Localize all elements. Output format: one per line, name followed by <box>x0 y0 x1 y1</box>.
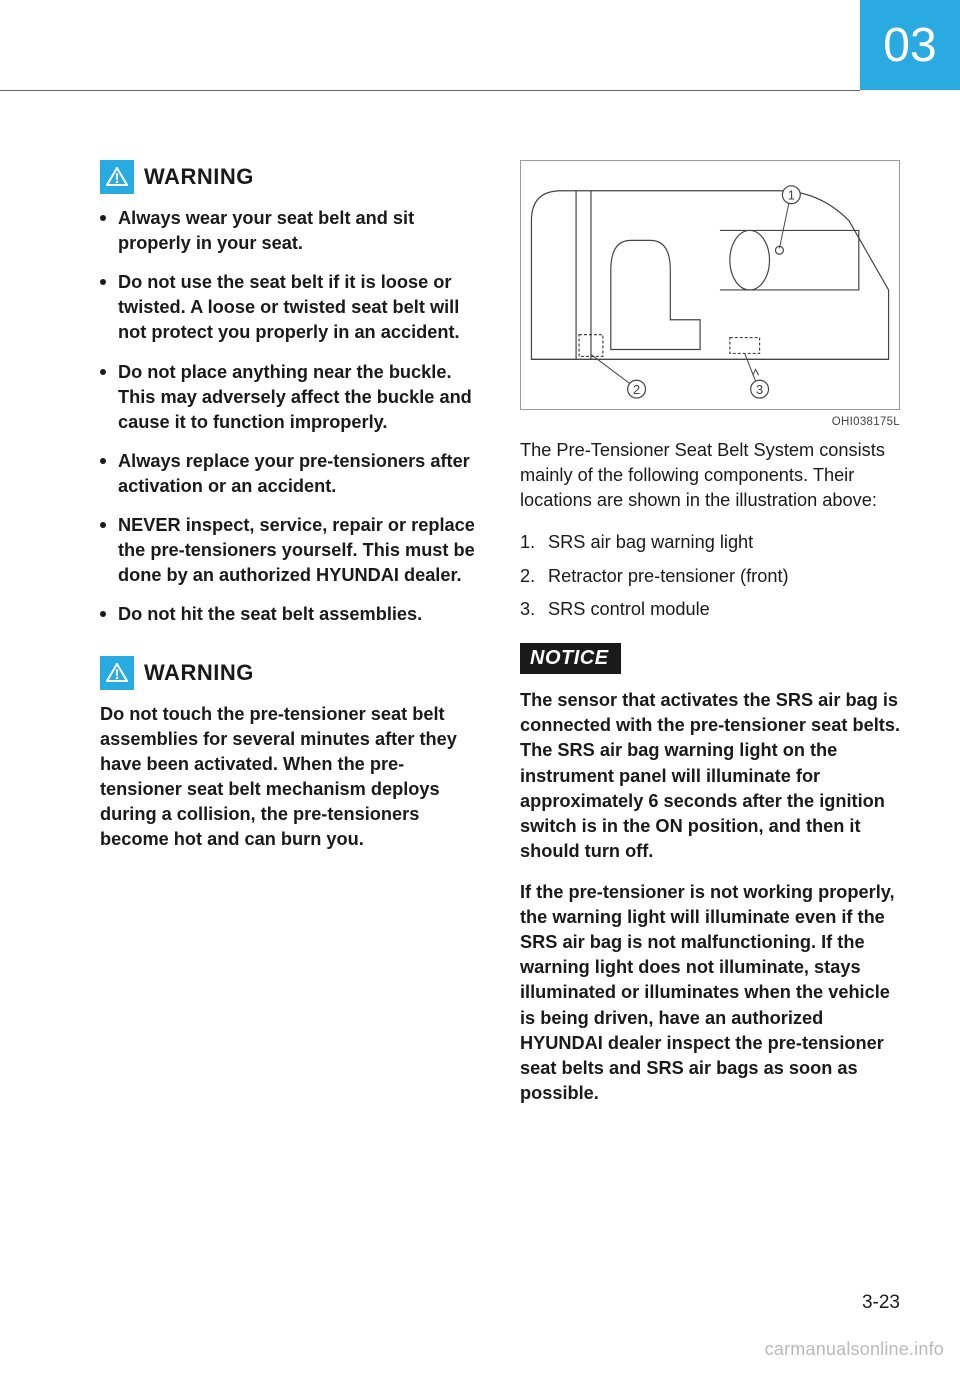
component-list: 1.SRS air bag warning light 2.Retractor … <box>520 529 900 623</box>
list-item: 3.SRS control module <box>520 596 900 623</box>
list-text: Retractor pre-tensioner (front) <box>548 563 789 590</box>
bullet-item: Do not use the seat belt if it is loose … <box>100 270 480 345</box>
page-body: WARNING Always wear your seat belt and s… <box>100 160 900 1122</box>
intro-paragraph: The Pre-Tensioner Seat Belt System consi… <box>520 438 900 513</box>
bullet-item: Always wear your seat belt and sit prope… <box>100 206 480 256</box>
bullet-text: Always wear your seat belt and sit prope… <box>118 206 480 256</box>
bullet-item: NEVER inspect, service, repair or replac… <box>100 513 480 588</box>
warning-bullets: Always wear your seat belt and sit prope… <box>100 206 480 628</box>
list-text: SRS control module <box>548 596 710 623</box>
bullet-item: Do not hit the seat belt assemblies. <box>100 602 480 627</box>
list-item: 1.SRS air bag warning light <box>520 529 900 556</box>
warning-label: WARNING <box>144 164 254 190</box>
seatbelt-diagram: 1 2 3 <box>520 160 900 410</box>
watermark: carmanualsonline.info <box>765 1339 944 1360</box>
bullet-text: NEVER inspect, service, repair or replac… <box>118 513 480 588</box>
notice-badge: NOTICE <box>520 643 621 674</box>
right-column: 1 2 3 OHI038175L The Pre-Tensioner Seat … <box>520 160 900 1122</box>
bullet-text: Do not place anything near the buckle. T… <box>118 360 480 435</box>
bullet-item: Do not place anything near the buckle. T… <box>100 360 480 435</box>
list-text: SRS air bag warning light <box>548 529 753 556</box>
notice-paragraph: The sensor that activates the SRS air ba… <box>520 688 900 864</box>
list-item: 2.Retractor pre-tensioner (front) <box>520 563 900 590</box>
callout-2: 2 <box>633 382 640 397</box>
left-column: WARNING Always wear your seat belt and s… <box>100 160 480 1122</box>
bullet-text: Do not hit the seat belt assemblies. <box>118 602 422 627</box>
warning-header: WARNING <box>100 656 480 690</box>
bullet-text: Always replace your pre-tensioners after… <box>118 449 480 499</box>
warning-header: WARNING <box>100 160 480 194</box>
warning-triangle-icon <box>100 656 134 690</box>
page-number: 3-23 <box>862 1292 900 1314</box>
warning-block-1: WARNING Always wear your seat belt and s… <box>100 160 480 628</box>
warning-paragraph: Do not touch the pre-tensioner seat belt… <box>100 702 480 853</box>
warning-block-2: WARNING Do not touch the pre-tensioner s… <box>100 656 480 853</box>
warning-label: WARNING <box>144 660 254 686</box>
warning-triangle-icon <box>100 160 134 194</box>
bullet-text: Do not use the seat belt if it is loose … <box>118 270 480 345</box>
callout-1: 1 <box>788 188 795 203</box>
chapter-tab: 03 <box>860 0 960 90</box>
notice-paragraph: If the pre-tensioner is not working prop… <box>520 880 900 1106</box>
diagram-code: OHI038175L <box>520 416 900 428</box>
top-divider <box>0 90 860 91</box>
callout-3: 3 <box>756 382 763 397</box>
bullet-item: Always replace your pre-tensioners after… <box>100 449 480 499</box>
